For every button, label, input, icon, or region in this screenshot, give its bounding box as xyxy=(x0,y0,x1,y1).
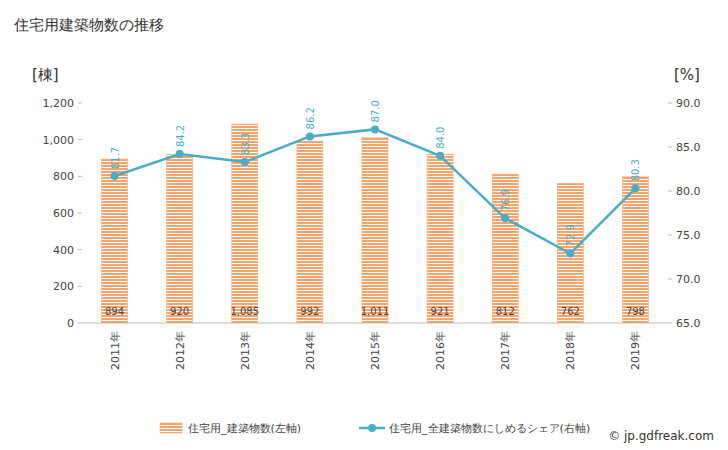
x-tick-label: 2013年 xyxy=(239,331,252,370)
line-marker xyxy=(306,132,314,140)
y2-tick xyxy=(668,191,672,192)
legend-swatch xyxy=(368,424,376,432)
y-axis-label: [棟] xyxy=(32,66,59,84)
bar xyxy=(362,138,388,323)
line-label: 80.3 xyxy=(630,159,641,181)
line-marker xyxy=(111,172,119,180)
title: 住宅用建築物数の推移 xyxy=(13,16,164,34)
y-tick-label: 1,200 xyxy=(43,97,75,110)
bar-label: 762 xyxy=(561,306,580,317)
data-labels: 894 920 1,085 992 1,011 921 812 762 798 81.7 84.2 8… xyxy=(105,100,645,317)
bar xyxy=(167,154,193,323)
y-tick-label: 0 xyxy=(67,317,74,330)
bar-label: 1,085 xyxy=(230,306,259,317)
legend-label: 住宅用_全建築物数にしめるシェア(右軸) xyxy=(389,422,590,435)
line-marker xyxy=(436,152,444,160)
line-label: 87.0 xyxy=(370,100,381,122)
line-label: 86.2 xyxy=(305,107,316,129)
line-label: 72.9 xyxy=(565,224,576,246)
line-label: 76.9 xyxy=(500,189,511,211)
line-marker xyxy=(241,158,249,166)
x-tick-label: 2012年 xyxy=(174,331,187,370)
bar xyxy=(557,183,583,323)
line-label: 84.0 xyxy=(435,127,446,149)
y2-axis-label: [%] xyxy=(674,66,700,84)
y-tick-label: 400 xyxy=(53,244,74,257)
bar-label: 921 xyxy=(431,306,450,317)
y-tick-label: 1,000 xyxy=(43,134,75,147)
y2-tick-label: 70.0 xyxy=(676,273,701,286)
y2-tick-label: 65.0 xyxy=(676,317,701,330)
legend-label: 住宅用_建築物数(左軸) xyxy=(188,422,301,435)
y-tick xyxy=(78,139,82,140)
annotation: © jp.gdfreak.com xyxy=(608,429,714,443)
bar-label: 992 xyxy=(300,306,319,317)
y-tick xyxy=(78,213,82,214)
x-tick-label: 2017年 xyxy=(499,331,512,370)
y-tick xyxy=(78,323,82,324)
line xyxy=(115,129,636,253)
y2-tick-label: 85.0 xyxy=(676,141,701,154)
line-marker xyxy=(371,125,379,133)
x-tick-label: 2015年 xyxy=(369,331,382,370)
y-tick-label: 200 xyxy=(53,280,74,293)
y2-tick xyxy=(668,147,672,148)
bar-label: 1,011 xyxy=(361,306,390,317)
x-tick-label: 2011年 xyxy=(109,331,122,370)
line-label: 83.3 xyxy=(240,133,251,155)
bar xyxy=(297,141,323,323)
bar-label: 812 xyxy=(496,306,515,317)
y-tick-label: 600 xyxy=(53,207,74,220)
y-tick xyxy=(78,176,82,177)
y2-tick xyxy=(668,279,672,280)
x-tick-label: 2019年 xyxy=(629,331,642,370)
bar xyxy=(232,124,258,323)
x-tick-label: 2016年 xyxy=(434,331,447,370)
y-tick xyxy=(78,249,82,250)
y2-tick xyxy=(668,103,672,104)
line-marker xyxy=(566,249,574,257)
plot-marks xyxy=(102,124,649,323)
y2-tick xyxy=(668,235,672,236)
x-tick-label: 2014年 xyxy=(304,331,317,370)
bar xyxy=(102,159,128,323)
y2-tick xyxy=(668,323,672,324)
line-marker xyxy=(501,214,509,222)
bar-label: 920 xyxy=(170,306,189,317)
line-label: 84.2 xyxy=(175,125,186,147)
legend-swatch xyxy=(160,423,182,433)
y-tick-label: 800 xyxy=(53,170,74,183)
y-tick xyxy=(78,286,82,287)
line-marker xyxy=(176,150,184,158)
bar-label: 894 xyxy=(105,306,124,317)
y2-tick-label: 90.0 xyxy=(676,97,701,110)
y2-tick-label: 75.0 xyxy=(676,229,701,242)
line-label: 81.7 xyxy=(110,147,121,169)
chart: 住宅用建築物数の推移 [棟] [%] 0 200 400 600 800 1,000 1,200 6… xyxy=(0,0,728,450)
bar xyxy=(492,174,518,323)
line-marker xyxy=(631,184,639,192)
y2-tick-label: 80.0 xyxy=(676,185,701,198)
x-tick-label: 2018年 xyxy=(564,331,577,370)
bar xyxy=(427,154,453,323)
bar-label: 798 xyxy=(626,306,645,317)
y-tick xyxy=(78,103,82,104)
